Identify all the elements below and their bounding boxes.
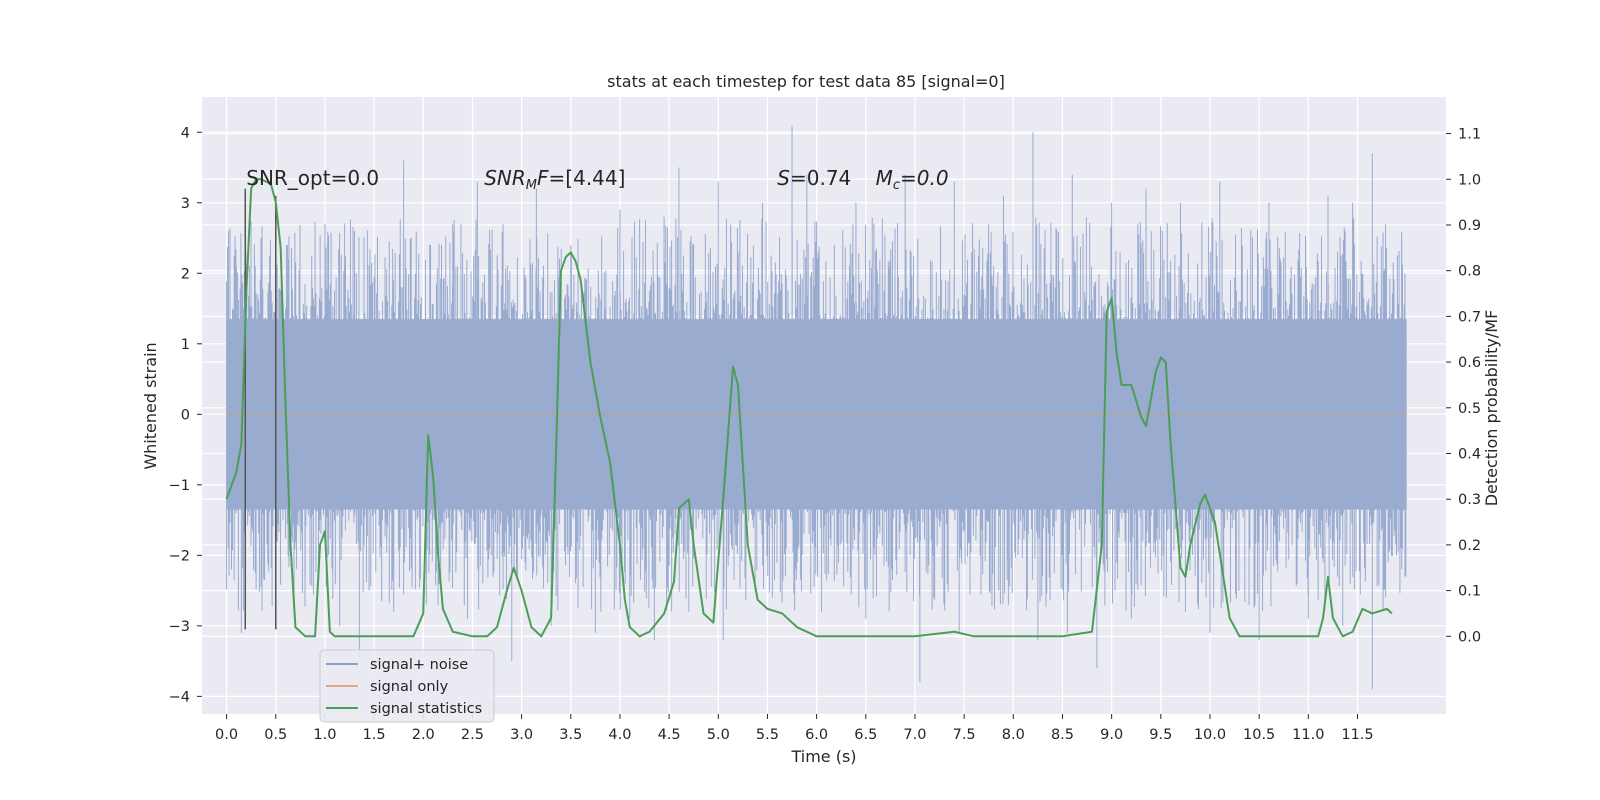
x-tick-label: 7.0 <box>903 727 926 743</box>
y-tick-label: 4 <box>181 125 190 141</box>
annotations: SNR_opt=0.0 SNRMF=[4.44] S=0.74 Mc=0.0 <box>246 166 948 193</box>
x-tick-label: 10.5 <box>1243 727 1275 743</box>
chart-title: stats at each timestep for test data 85 … <box>607 72 1005 91</box>
y2-tick-label: 0.1 <box>1458 584 1481 600</box>
y2-axis-label: Detection probability/MF <box>1482 310 1501 507</box>
annotation-mc-value: Mc=0.0 <box>876 166 949 193</box>
x-tick-label: 3.0 <box>510 727 533 743</box>
legend-label: signal statistics <box>370 701 482 717</box>
x-tick-label: 1.5 <box>363 727 386 743</box>
y-tick-label: −3 <box>169 619 190 635</box>
y-tick-label: 3 <box>181 196 190 212</box>
y2-tick-label: 0.9 <box>1458 218 1481 234</box>
x-tick-label: 0.5 <box>264 727 287 743</box>
y-tick-label: −4 <box>169 689 190 705</box>
y-tick-label: 2 <box>181 266 190 282</box>
x-tick-label: 8.0 <box>1002 727 1025 743</box>
x-tick-label: 6.5 <box>854 727 877 743</box>
annotation-s-value: S=0.74 <box>777 166 851 190</box>
x-axis-label: Time (s) <box>790 747 856 766</box>
x-tick-label: 6.0 <box>805 727 828 743</box>
x-axis-ticks: 0.0 0.5 1.0 1.5 2.0 2.5 3.0 3.5 4.0 4.5 5.0 5.5 6.0 6… <box>215 714 1374 743</box>
x-tick-label: 0.0 <box>215 727 238 743</box>
y-axis-ticks: 4 3 2 1 0 −1 −2 −3 −4 <box>169 125 202 705</box>
x-tick-label: 4.0 <box>608 727 631 743</box>
y2-tick-label: 1.1 <box>1458 127 1481 143</box>
x-tick-label: 11.5 <box>1341 727 1373 743</box>
y-axis-label: Whitened strain <box>141 342 160 469</box>
y-tick-label: −2 <box>169 548 190 564</box>
x-tick-label: 5.0 <box>707 727 730 743</box>
marker-lines <box>244 188 277 630</box>
x-tick-label: 3.5 <box>559 727 582 743</box>
annotation-snr-opt: SNR_opt=0.0 <box>246 166 379 190</box>
y2-tick-label: 0.6 <box>1458 355 1481 371</box>
x-tick-label: 10.0 <box>1194 727 1226 743</box>
x-tick-label: 9.0 <box>1100 727 1123 743</box>
annotation-snr-mf: SNRMF=[4.44] <box>484 166 625 193</box>
legend: signal+ noise signal only signal statistic… <box>319 649 495 723</box>
statistics-series <box>225 178 1393 638</box>
y2-tick-label: 0.5 <box>1458 401 1481 417</box>
x-tick-label: 2.0 <box>412 727 435 743</box>
y2-tick-label: 0.8 <box>1458 264 1481 280</box>
y2-tick-label: 0.4 <box>1458 446 1481 462</box>
y2-tick-label: 0.0 <box>1458 629 1481 645</box>
legend-label: signal only <box>370 679 449 695</box>
y2-tick-label: 0.2 <box>1458 538 1481 554</box>
y-tick-label: 1 <box>181 337 190 353</box>
x-tick-label: 4.5 <box>658 727 681 743</box>
x-tick-label: 1.0 <box>313 727 336 743</box>
y2-axis-ticks: 1.1 1.0 0.9 0.8 0.7 0.6 0.5 0.4 0.3 0.2 0.1 0.0 <box>1446 127 1481 645</box>
legend-box <box>319 649 495 723</box>
y-tick-label: 0 <box>181 407 190 423</box>
statistics-line <box>225 178 1393 638</box>
x-tick-label: 11.0 <box>1292 727 1324 743</box>
x-tick-label: 2.5 <box>461 727 484 743</box>
y-tick-label: −1 <box>169 478 190 494</box>
y2-tick-label: 0.3 <box>1458 492 1481 508</box>
x-tick-label: 8.5 <box>1051 727 1074 743</box>
y2-tick-label: 0.7 <box>1458 309 1481 325</box>
legend-label: signal+ noise <box>370 657 468 673</box>
x-tick-label: 9.5 <box>1149 727 1172 743</box>
y2-tick-label: 1.0 <box>1458 172 1481 188</box>
x-tick-label: 5.5 <box>756 727 779 743</box>
x-tick-label: 7.5 <box>953 727 976 743</box>
